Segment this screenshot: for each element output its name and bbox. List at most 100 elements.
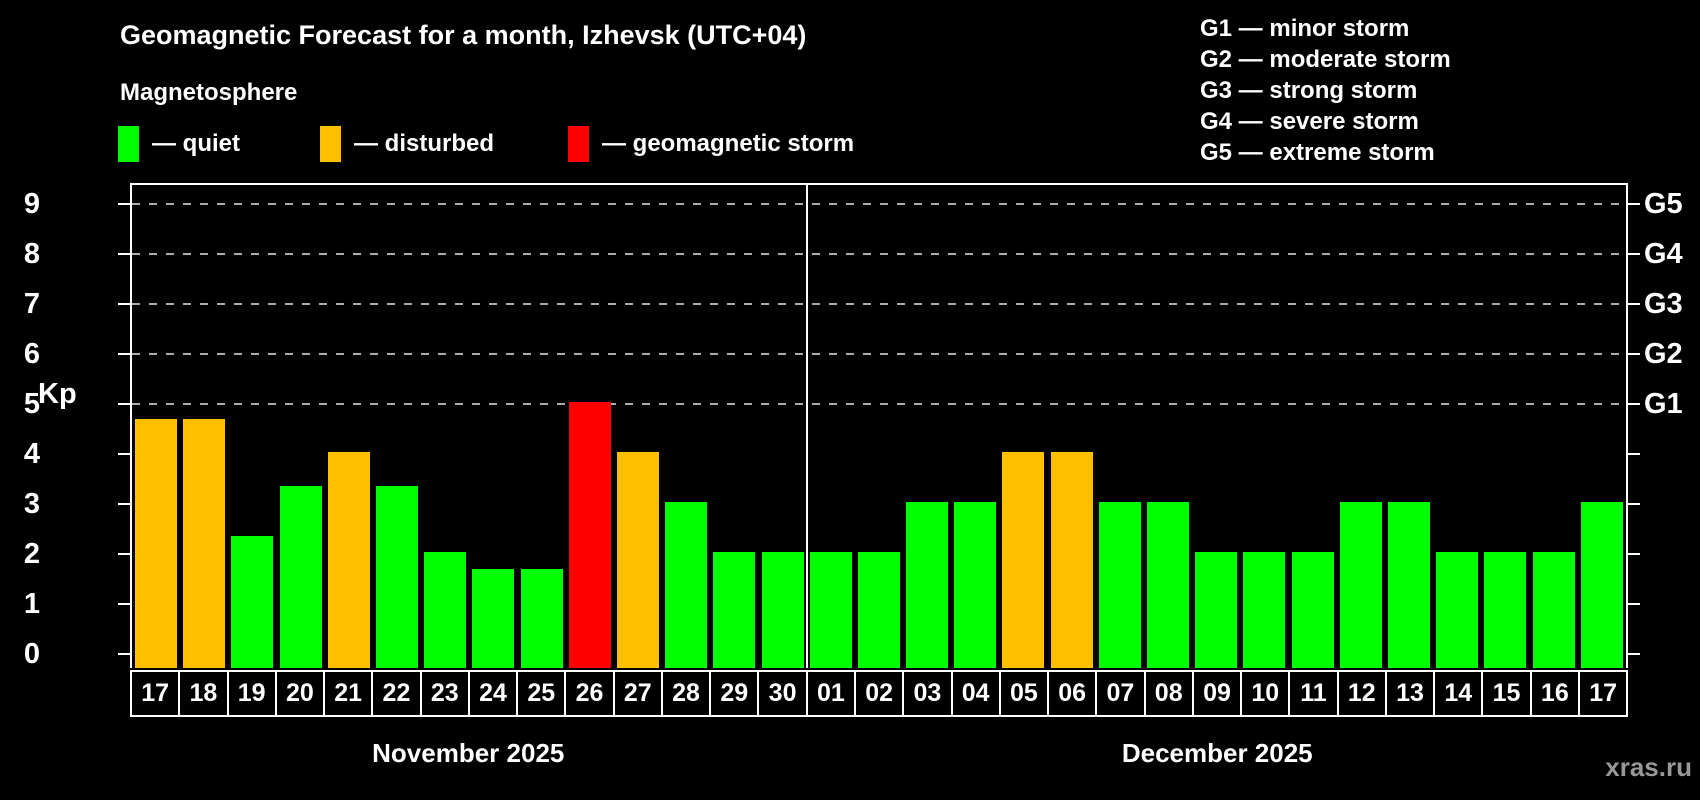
day-label-30: 30 — [757, 670, 808, 717]
y-tick-label: 6 — [23, 338, 40, 370]
kp-bar-27 — [616, 452, 659, 668]
kp-bar-22 — [376, 485, 419, 668]
bar-slot — [710, 185, 758, 668]
bar-slot — [999, 185, 1047, 668]
gridline-kp-7 — [132, 303, 1626, 305]
bar-slot — [518, 185, 566, 668]
day-label-23: 23 — [419, 670, 470, 717]
kp-bar-02 — [857, 552, 900, 668]
left-axis-tick — [118, 353, 130, 355]
g-legend-line: G1 — minor storm — [1200, 15, 1410, 42]
bar-slot — [855, 185, 903, 668]
y-tick-label: 1 — [23, 588, 40, 620]
g-axis-label-G5: G5 — [1644, 188, 1683, 220]
day-label-04: 04 — [950, 670, 1001, 717]
kp-bar-20 — [279, 485, 322, 668]
kp-bar-21 — [327, 452, 370, 668]
gridline-kp-6 — [132, 353, 1626, 355]
month-label: November 2025 — [372, 738, 565, 768]
kp-bar-16 — [1532, 552, 1575, 668]
kp-bar-17 — [135, 418, 178, 668]
day-label-20: 20 — [274, 670, 326, 717]
bar-slot — [469, 185, 517, 668]
g-legend-line: G2 — moderate storm — [1200, 46, 1451, 73]
right-axis-tick — [1628, 353, 1640, 355]
left-axis-tick — [118, 303, 130, 305]
bar-slot — [1048, 185, 1096, 668]
y-tick-label: 7 — [23, 288, 40, 320]
bar-slot — [180, 185, 228, 668]
day-label-24: 24 — [467, 670, 519, 717]
bar-slot — [566, 185, 614, 668]
chart-subtitle: Magnetosphere — [120, 79, 298, 106]
kp-bar-30 — [761, 552, 804, 668]
day-label-22: 22 — [371, 670, 422, 717]
bar-slot — [1096, 185, 1144, 668]
bar-slot — [228, 185, 276, 668]
month-label: December 2025 — [1121, 738, 1313, 768]
kp-bar-06 — [1050, 452, 1093, 668]
x-axis-day-labels: 17 18 19 20 21 22 23 24 25 26 27 28 29 30 01 02 03 04 05 06… — [130, 670, 1629, 717]
plot-inner: 0 1 2 3 4 5 6 7 8 9 G1 G2 G3 G4 G5 — [24, 185, 1683, 669]
bar-slot — [1385, 185, 1433, 668]
storm-color-swatch — [568, 126, 589, 162]
bar-slot — [1578, 185, 1626, 668]
y-tick-label: 3 — [23, 488, 40, 520]
status-legend: — quiet — disturbed — geomagnetic storm — [118, 121, 1018, 167]
g-axis-label-G3: G3 — [1644, 288, 1683, 320]
kp-bar-13 — [1387, 502, 1430, 668]
kp-bar-10 — [1243, 552, 1286, 668]
day-label-15: 15 — [1481, 670, 1532, 717]
y-axis-label: Kp — [38, 378, 77, 410]
day-label-14: 14 — [1433, 670, 1484, 717]
left-axis-tick — [118, 603, 130, 605]
y-tick-label: 8 — [23, 238, 40, 270]
y-tick-label: 5 — [23, 388, 40, 420]
kp-bar-24 — [472, 568, 515, 668]
day-label-18: 18 — [178, 670, 229, 717]
g-axis-label-G2: G2 — [1644, 338, 1683, 370]
left-axis-tick — [118, 403, 130, 405]
day-label-27: 27 — [612, 670, 663, 717]
legend-item-quiet: — quiet — [118, 121, 240, 167]
y-tick-label: 2 — [23, 538, 40, 570]
right-axis-tick — [1628, 303, 1640, 305]
kp-bar-01 — [809, 552, 852, 668]
bar-slot — [1192, 185, 1240, 668]
bar-slot — [1433, 185, 1481, 668]
day-label-12: 12 — [1336, 670, 1387, 717]
y-tick-label: 0 — [23, 638, 40, 670]
disturbed-color-swatch — [320, 126, 341, 162]
day-label-03: 03 — [902, 670, 953, 717]
day-label-25: 25 — [516, 670, 567, 717]
legend-item-storm: — geomagnetic storm — [568, 121, 854, 167]
gridline-kp-9 — [132, 203, 1626, 205]
bar-slot — [1337, 185, 1385, 668]
g-scale-legend: G1 — minor storm G2 — moderate storm G3 … — [1200, 13, 1451, 168]
month-separator-line — [805, 185, 808, 668]
bar-slot — [758, 185, 806, 668]
day-label-10: 10 — [1240, 670, 1291, 717]
plot-area: 0 1 2 3 4 5 6 7 8 9 G1 G2 G3 G4 G5 — [24, 183, 1683, 669]
g-legend-line: G3 — strong storm — [1200, 77, 1418, 104]
kp-bar-07 — [1098, 502, 1141, 668]
y-tick-label: 9 — [23, 188, 40, 220]
kp-bar-25 — [520, 568, 563, 668]
day-label-06: 06 — [1047, 670, 1098, 717]
bar-slot — [132, 185, 180, 668]
right-axis-tick — [1628, 603, 1640, 605]
legend-label: — geomagnetic storm — [602, 130, 855, 157]
day-label-07: 07 — [1095, 670, 1146, 717]
bar-slot — [903, 185, 951, 668]
gridline-kp-8 — [132, 253, 1626, 255]
kp-bar-09 — [1195, 552, 1238, 668]
day-label-01: 01 — [805, 670, 856, 717]
day-label-29: 29 — [709, 670, 760, 717]
page-title: Geomagnetic Forecast for a month, Izhevs… — [120, 20, 807, 50]
bar-slot — [807, 185, 855, 668]
y-tick-label: 4 — [23, 438, 40, 470]
right-axis-tick — [1628, 203, 1640, 205]
bar-slot — [277, 185, 325, 668]
g-axis-label-G1: G1 — [1644, 388, 1683, 420]
